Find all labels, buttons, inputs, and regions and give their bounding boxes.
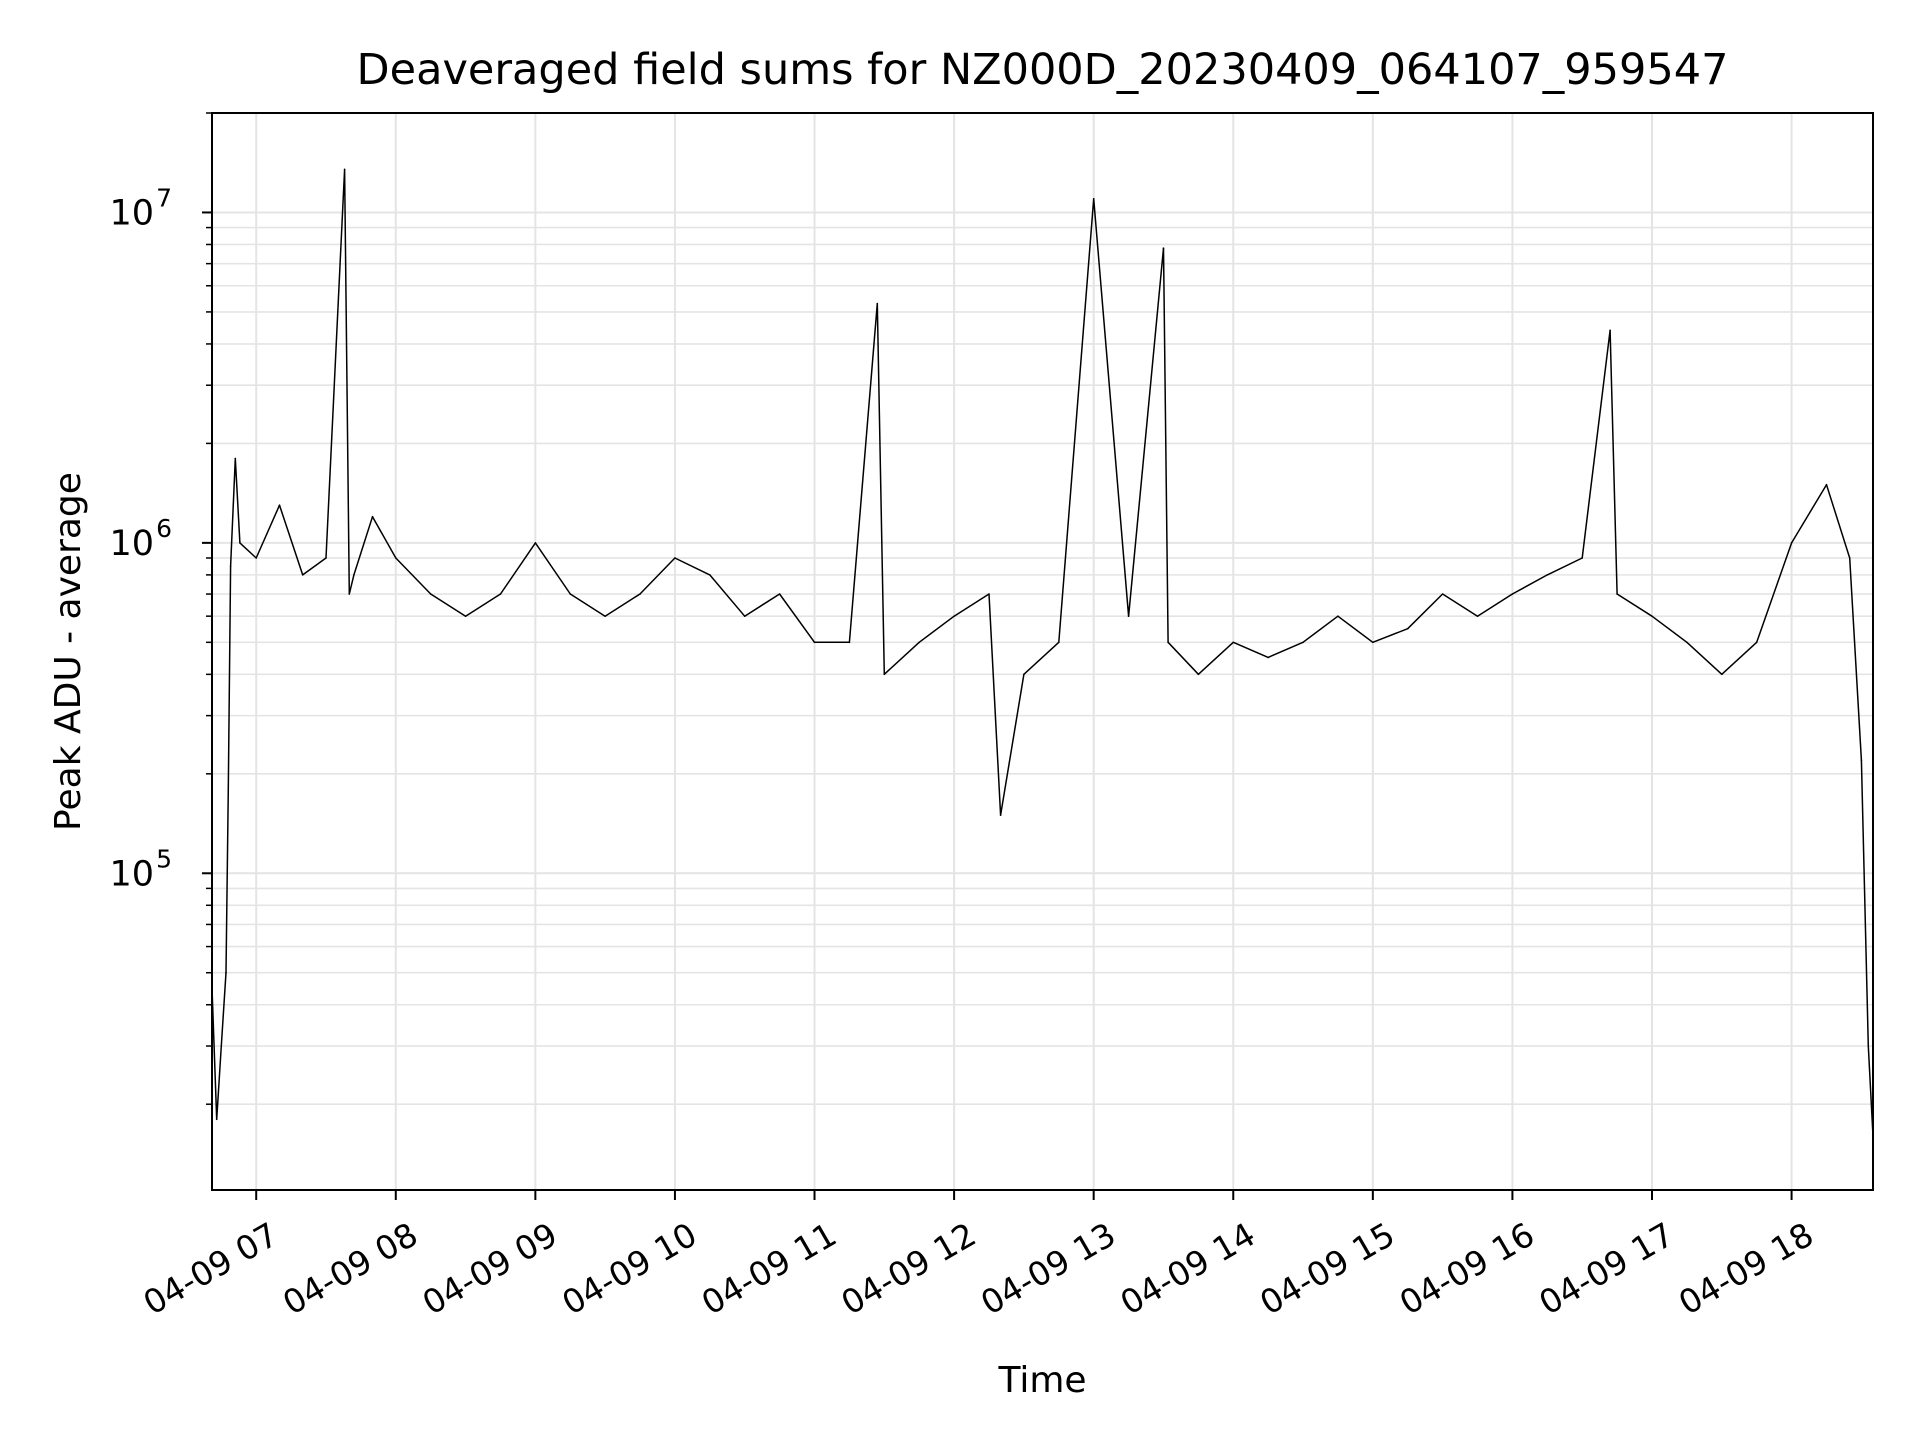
data-point [227, 788, 230, 790]
data-point [348, 593, 351, 595]
y-tick-exponent: 5 [156, 844, 172, 873]
data-point [1686, 641, 1688, 644]
y-tick-base: 10 [109, 193, 154, 233]
data-point [569, 593, 572, 595]
data-point [301, 574, 304, 576]
data-point [813, 641, 816, 644]
data-point [1825, 483, 1828, 486]
data-line [211, 168, 1874, 1137]
data-point [743, 615, 746, 617]
data-point [1197, 673, 1200, 676]
data-series [211, 168, 1874, 1138]
data-point [848, 641, 851, 644]
data-point [499, 593, 502, 595]
data-point [1790, 542, 1793, 544]
data-point [639, 593, 641, 595]
y-tick-base: 10 [109, 524, 154, 564]
data-point [1867, 1045, 1870, 1047]
data-point [325, 557, 327, 559]
data-point [953, 615, 955, 617]
data-point [778, 593, 781, 595]
data-point [1720, 673, 1723, 676]
data-point [1476, 615, 1479, 617]
data-point [255, 557, 258, 559]
data-point [234, 457, 237, 460]
y-tick-label: 10 [109, 193, 154, 233]
data-point [883, 673, 886, 676]
y-tick-label: 10 [109, 524, 154, 564]
data-point [1302, 641, 1304, 644]
data-point [1848, 557, 1851, 559]
data-point [1127, 615, 1130, 617]
data-point [1372, 641, 1374, 644]
data-point [1057, 641, 1060, 644]
data-point [464, 615, 467, 617]
gridlines [212, 112, 1873, 1190]
data-point [1023, 673, 1025, 676]
x-axis-label: Time [997, 1360, 1086, 1401]
data-point [918, 641, 921, 644]
data-point [1546, 574, 1549, 576]
data-point [215, 1118, 218, 1121]
data-point [1167, 641, 1169, 644]
data-point [1609, 329, 1611, 332]
data-point [371, 515, 374, 518]
data-point [988, 593, 990, 595]
data-point [220, 1045, 223, 1047]
data-point [674, 557, 676, 559]
data-point [1651, 615, 1653, 617]
data-point [229, 565, 232, 567]
chart-title: Deaveraged field sums for NZ000D_2023040… [357, 45, 1729, 95]
data-point [1441, 593, 1444, 595]
data-point [1267, 656, 1269, 659]
y-tick-exponent: 6 [156, 514, 172, 543]
data-point [709, 574, 711, 576]
data-point [1616, 593, 1618, 595]
y-tick-label: 10 [109, 854, 154, 894]
data-point [239, 542, 241, 544]
data-point [225, 971, 227, 974]
y-tick-exponent: 7 [156, 183, 172, 212]
data-point [1581, 557, 1584, 559]
data-point [1406, 627, 1409, 630]
data-point [999, 814, 1002, 816]
data-point [1860, 759, 1863, 761]
data-point [394, 557, 397, 559]
data-point [1162, 247, 1165, 249]
data-point [1511, 593, 1514, 595]
data-point [353, 574, 355, 576]
y-axis-label: Peak ADU - average [48, 472, 89, 831]
data-point [604, 615, 606, 617]
data-point [876, 302, 879, 305]
data-point [1755, 641, 1758, 644]
data-point [429, 593, 432, 595]
plot-frame [211, 112, 1874, 1191]
data-point [1232, 641, 1235, 644]
data-point [1337, 615, 1339, 617]
data-point [534, 542, 537, 544]
data-point [1092, 197, 1095, 200]
data-point [343, 168, 346, 171]
data-point [278, 504, 281, 507]
y-tick-base: 10 [109, 854, 154, 894]
